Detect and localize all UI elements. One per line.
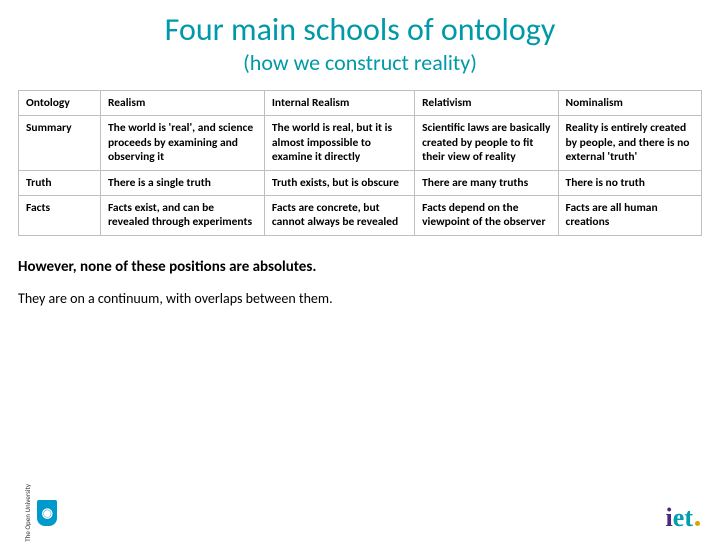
note-continuum: They are on a continuum, with overlaps b…	[18, 290, 702, 307]
shield-icon: ◉	[37, 500, 57, 526]
col-header: Relativism	[415, 91, 558, 116]
ou-logo-text: The Open University	[24, 484, 31, 542]
cell: The world is real, but it is almost impo…	[264, 116, 414, 170]
col-header: Nominalism	[558, 91, 701, 116]
cell: Facts are concrete, but cannot always be…	[264, 195, 414, 235]
cell: There is a single truth	[100, 170, 264, 195]
iet-logo-letter: t	[684, 503, 693, 533]
cell: Facts depend on the viewpoint of the obs…	[415, 195, 558, 235]
cell: There are many truths	[415, 170, 558, 195]
table-row: Summary The world is 'real', and science…	[19, 116, 702, 170]
page-title: Four main schools of ontology	[0, 10, 720, 49]
cell: Reality is entirely created by people, a…	[558, 116, 701, 170]
dot-icon	[695, 521, 700, 526]
row-label: Facts	[19, 195, 101, 235]
page-subtitle: (how we construct reality)	[0, 49, 720, 76]
note-absolutes: However, none of these positions are abs…	[18, 258, 702, 276]
ontology-table: Ontology Realism Internal Realism Relati…	[18, 90, 702, 236]
row-label: Summary	[19, 116, 101, 170]
col-header: Ontology	[19, 91, 101, 116]
iet-logo-letter: i	[666, 503, 673, 533]
table-row: Truth There is a single truth Truth exis…	[19, 170, 702, 195]
footer: The Open University ◉ iet	[0, 508, 720, 550]
table-row: Facts Facts exist, and can be revealed t…	[19, 195, 702, 235]
cell: Facts exist, and can be revealed through…	[100, 195, 264, 235]
table-header-row: Ontology Realism Internal Realism Relati…	[19, 91, 702, 116]
col-header: Realism	[100, 91, 264, 116]
row-label: Truth	[19, 170, 101, 195]
cell: Truth exists, but is obscure	[264, 170, 414, 195]
cell: Scientific laws are basically created by…	[415, 116, 558, 170]
col-header: Internal Realism	[264, 91, 414, 116]
cell: There is no truth	[558, 170, 701, 195]
open-university-logo: The Open University ◉	[24, 484, 65, 542]
cell: The world is 'real', and science proceed…	[100, 116, 264, 170]
iet-logo-letter: e	[673, 503, 685, 533]
iet-logo: iet	[666, 503, 700, 544]
cell: Facts are all human creations	[558, 195, 701, 235]
